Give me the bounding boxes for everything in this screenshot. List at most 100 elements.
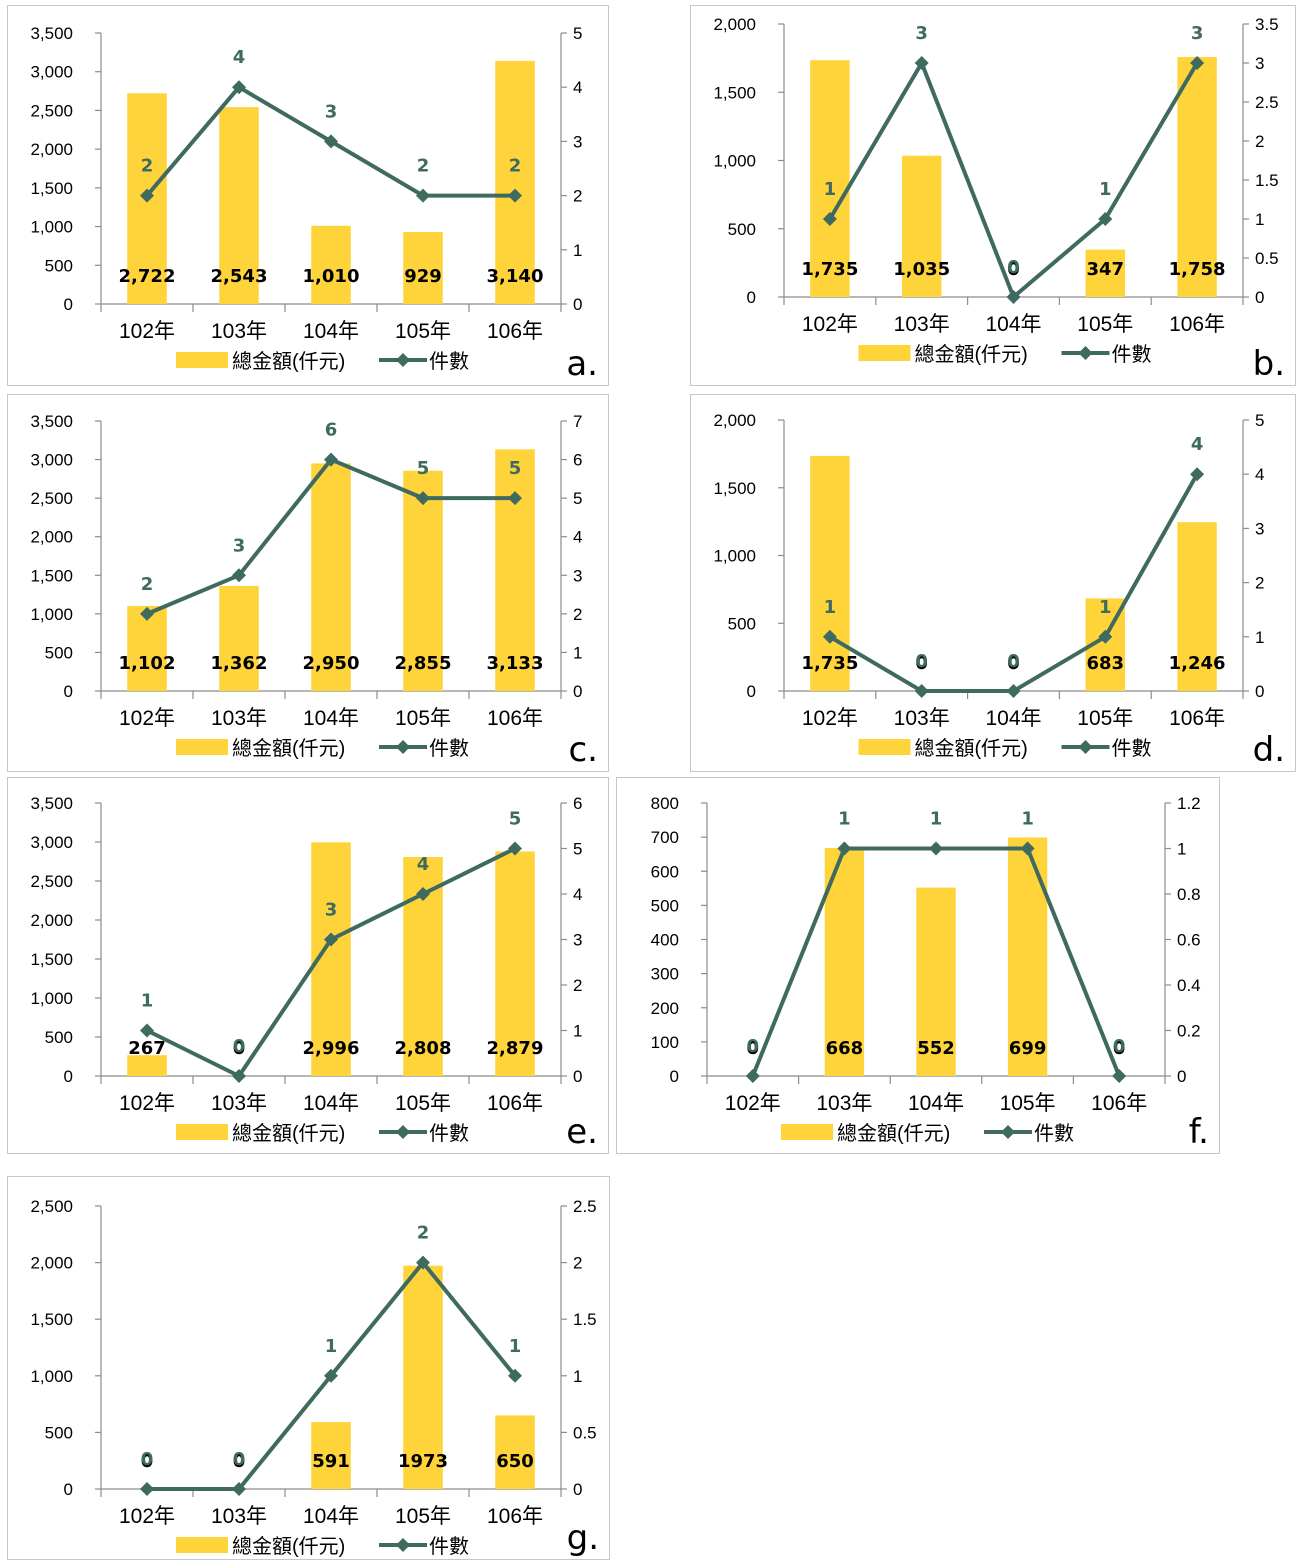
line-data-label: 1 — [141, 991, 154, 1012]
left-tick-label: 2,000 — [30, 140, 73, 159]
x-tick-label: 104年 — [303, 320, 359, 343]
line-data-label: 5 — [509, 809, 522, 830]
chart-svg: 0 500 1,000 1,500 2,000 0 1 2 3 4 5 102年 103年 104年 105… — [713, 411, 1285, 770]
right-tick-label: 7 — [573, 412, 582, 431]
line-point — [232, 1069, 246, 1083]
left-tick-label: 3,500 — [30, 412, 73, 431]
right-tick-label: 2 — [573, 1254, 582, 1273]
bar-data-label: 1973 — [398, 1451, 448, 1472]
line-data-label: 1 — [325, 1336, 338, 1357]
chart-svg: 010020030040050060070080000.20.40.60.811… — [651, 794, 1209, 1152]
right-tick-label: 2 — [573, 605, 582, 624]
x-tick-label: 102年 — [119, 320, 175, 343]
bar-data-label: 2,950 — [303, 653, 360, 674]
legend-line-marker — [1001, 1125, 1015, 1139]
left-tick-label: 1,500 — [30, 1310, 73, 1329]
legend-line-marker — [396, 353, 410, 367]
bar-data-label: 1,035 — [893, 259, 950, 280]
right-tick-label: 1 — [573, 1022, 582, 1041]
right-tick-label: 4 — [573, 885, 582, 904]
left-tick-label: 3,000 — [30, 451, 73, 470]
line-data-label: 1 — [1021, 809, 1034, 830]
line-data-label: 2 — [141, 574, 154, 595]
right-tick-label: 3 — [573, 931, 582, 950]
bar — [311, 463, 351, 691]
line-data-label: 5 — [417, 458, 430, 479]
chart-svg: 0 500 1,000 1,500 2,000 2,500 3,000 3,500 0 1 2 3 4 5… — [30, 24, 598, 384]
left-tick-label: 1,000 — [30, 605, 73, 624]
chart-panel-a: 0 500 1,000 1,500 2,000 2,500 3,000 3,500 0 1 2 3 4 5… — [7, 5, 609, 386]
x-tick-label: 103年 — [211, 320, 267, 343]
left-tick-label: 2,000 — [713, 15, 756, 34]
right-tick-label: 0.2 — [1177, 1022, 1201, 1041]
legend-bar-swatch — [176, 1124, 228, 1140]
bar — [1177, 57, 1217, 297]
left-tick-label: 800 — [651, 794, 679, 813]
line-point — [1112, 1069, 1127, 1083]
line-data-label: 0 — [1007, 651, 1020, 672]
bar — [403, 470, 443, 691]
bar — [219, 585, 259, 691]
bar-data-label: 0 — [233, 1451, 246, 1472]
right-tick-label: 0.8 — [1177, 885, 1201, 904]
legend-bar-label: 總金額(仟元) — [232, 1122, 345, 1145]
chart-panel-b: 0 500 1,000 1,500 2,000 0 0.5 1 1.5 2 2.5 3 3.5 102年 1… — [690, 5, 1296, 386]
x-tick-label: 105年 — [395, 707, 451, 730]
line-point — [822, 212, 837, 226]
right-tick-label: 4 — [1255, 465, 1264, 484]
bar-data-label: 267 — [128, 1038, 166, 1059]
line-data-label: 0 — [747, 1036, 760, 1057]
line-point — [232, 568, 246, 583]
left-tick-label: 2,000 — [30, 1254, 73, 1273]
line-point — [416, 188, 430, 203]
x-tick-label: 106年 — [1091, 1092, 1147, 1115]
left-tick-label: 0 — [64, 682, 73, 701]
legend-bar-swatch — [858, 739, 911, 755]
right-tick-label: 6 — [573, 794, 582, 813]
line-point — [416, 887, 430, 901]
legend-line-label: 件數 — [429, 737, 469, 760]
line-point — [324, 452, 338, 467]
x-tick-label: 102年 — [802, 707, 858, 730]
right-tick-label: 1 — [1177, 840, 1186, 859]
right-tick-label: 1 — [1255, 210, 1264, 229]
line-point — [140, 1023, 154, 1038]
x-tick-label: 105年 — [395, 1092, 451, 1115]
bar-data-label: 0 — [141, 1451, 154, 1472]
x-tick-label: 102年 — [119, 1505, 175, 1528]
chart-svg: 0 500 1,000 1,500 2,000 0 0.5 1 1.5 2 2.5 3 3.5 102年 1… — [713, 15, 1285, 384]
x-tick-label: 102年 — [725, 1092, 781, 1115]
legend-line-marker — [1078, 740, 1093, 754]
left-tick-label: 700 — [651, 828, 679, 847]
legend-bar-label: 總金額(仟元) — [232, 737, 345, 760]
right-tick-label: 4 — [573, 528, 582, 547]
right-tick-label: 3 — [573, 566, 582, 585]
line-data-label: 1 — [824, 179, 837, 200]
bar — [901, 155, 942, 297]
line-point — [508, 188, 522, 203]
left-tick-label: 2,000 — [30, 528, 73, 547]
right-tick-label: 2 — [573, 976, 582, 995]
x-tick-label: 105年 — [395, 1505, 451, 1528]
line-data-label: 3 — [325, 900, 338, 921]
bar — [810, 455, 850, 691]
bar-data-label: 0 — [747, 1038, 760, 1059]
right-tick-label: 0 — [573, 1067, 582, 1086]
left-tick-label: 2,500 — [30, 872, 73, 891]
line-point — [822, 629, 837, 644]
chart-svg: 0 500 1,000 1,500 2,000 2,500 3,000 3,500 0 1 2 3 4 5… — [30, 412, 598, 770]
line-point — [1098, 629, 1113, 644]
x-tick-label: 106年 — [487, 1505, 543, 1528]
bar-data-label: 650 — [496, 1451, 534, 1472]
bar — [810, 60, 850, 297]
line-data-label: 0 — [915, 651, 928, 672]
bar — [219, 107, 259, 304]
line-point — [1006, 684, 1021, 698]
x-tick-label: 103年 — [816, 1092, 872, 1115]
bar-data-label: 1,246 — [1169, 653, 1226, 674]
left-tick-label: 400 — [651, 931, 679, 950]
x-tick-label: 103年 — [211, 707, 267, 730]
legend-line-marker — [396, 1125, 410, 1139]
line-point — [232, 1482, 246, 1496]
bar-data-label: 2,855 — [395, 653, 452, 674]
